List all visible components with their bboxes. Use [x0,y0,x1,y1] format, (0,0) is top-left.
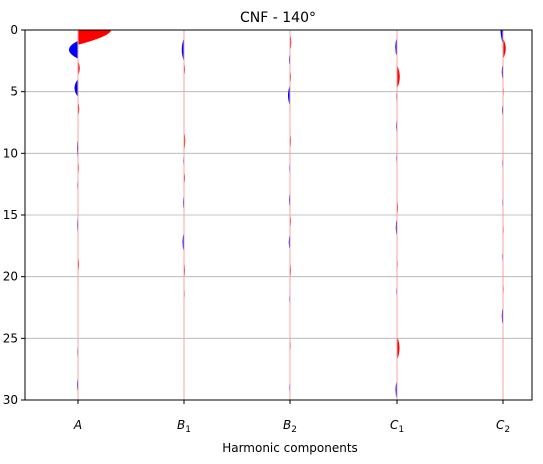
positive-lobe [397,336,400,361]
negative-lobe [500,30,503,45]
y-tick-label: 30 [3,393,18,407]
positive-lobe [397,65,400,89]
y-tick-label: 20 [3,270,18,284]
x-tick-label: B1 [177,418,191,435]
positive-lobe [78,30,111,45]
harmonic-traces [69,30,506,400]
x-tick-label: A [73,418,82,432]
trace-4 [395,30,400,400]
x-axis-ticks: A B1 B2 C1 C2 [73,400,510,435]
x-axis-label: Harmonic components [222,441,358,455]
x-tick-label: C1 [390,418,404,435]
y-tick-label: 0 [10,23,18,37]
trace-2 [181,30,186,400]
trace-1 [69,30,111,400]
trace-5 [500,30,506,400]
y-axis-ticks: 0 5 10 15 20 25 30 [3,23,25,407]
x-tick-label: C2 [496,418,510,435]
negative-lobe [181,37,184,62]
y-tick-label: 5 [10,85,18,99]
positive-lobe [503,38,506,59]
x-tick-label: B2 [283,418,297,435]
y-tick-label: 15 [3,208,18,222]
negative-lobe [69,40,78,59]
chart-title: CNF - 140° [240,10,316,26]
y-tick-label: 25 [3,331,18,345]
y-tick-label: 10 [3,146,18,160]
negative-lobe [74,79,78,97]
trace-3 [288,30,292,400]
y-gridlines [25,91,532,339]
